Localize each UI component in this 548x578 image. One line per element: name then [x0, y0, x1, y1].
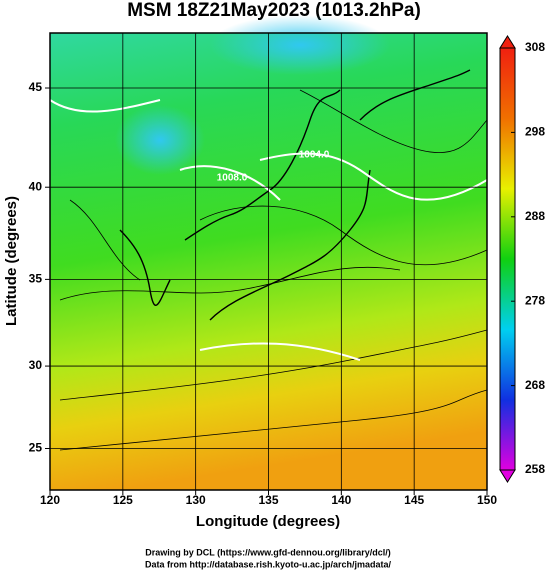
- isobar: [49, 99, 161, 113]
- y-tick-label: 30: [29, 358, 43, 372]
- coast: [359, 69, 471, 121]
- contour-label: 1004.0: [299, 150, 330, 161]
- coast: [209, 169, 371, 321]
- colorbar-tick-label: 308: [525, 40, 545, 54]
- map-title: MSM 18Z21May2023 (1013.2hPa): [127, 0, 421, 21]
- x-tick-label: 120: [40, 493, 60, 507]
- x-tick-label: 145: [404, 493, 424, 507]
- coast: [119, 229, 171, 306]
- x-axis-label: Longitude (degrees): [196, 513, 340, 530]
- credit-line: Drawing by DCL (https://www.gfd-dennou.o…: [145, 547, 391, 557]
- colorbar: [499, 47, 516, 471]
- y-axis-label: Latitude (degrees): [3, 196, 20, 326]
- streamline: [299, 89, 488, 154]
- colorbar-tick-label: 298: [525, 125, 545, 139]
- colorbar-tick-label: 278: [525, 293, 545, 307]
- x-tick-label: 150: [477, 493, 497, 507]
- contour-label: 1008.0: [217, 173, 248, 184]
- y-tick-label: 45: [29, 80, 43, 94]
- isobars: [49, 99, 488, 361]
- streamline: [59, 389, 488, 451]
- colorbar-tick-label: 268: [525, 378, 545, 392]
- isobar: [179, 165, 281, 201]
- colorbar-extend: [499, 469, 516, 483]
- cold-region: [210, 15, 390, 75]
- cold-region: [115, 105, 205, 175]
- colorbar-tick-label: 258: [525, 462, 545, 476]
- y-tick-label: 40: [29, 179, 43, 193]
- credit-line: Data from http://database.rish.kyoto-u.a…: [145, 559, 392, 569]
- streamline: [199, 205, 488, 266]
- streamline: [59, 266, 401, 301]
- x-tick-label: 135: [258, 493, 278, 507]
- y-tick-label: 25: [29, 441, 43, 455]
- x-tick-label: 140: [331, 493, 351, 507]
- x-tick-label: 130: [186, 493, 206, 507]
- colorbar-tick-label: 288: [525, 209, 545, 223]
- plot-area: 1008.0 1004.0: [49, 15, 488, 491]
- streamline: [69, 199, 141, 281]
- colorbar-extend: [499, 35, 516, 49]
- y-tick-label: 35: [29, 272, 43, 286]
- x-tick-label: 125: [113, 493, 133, 507]
- isobar: [259, 152, 488, 201]
- isobar: [199, 342, 361, 361]
